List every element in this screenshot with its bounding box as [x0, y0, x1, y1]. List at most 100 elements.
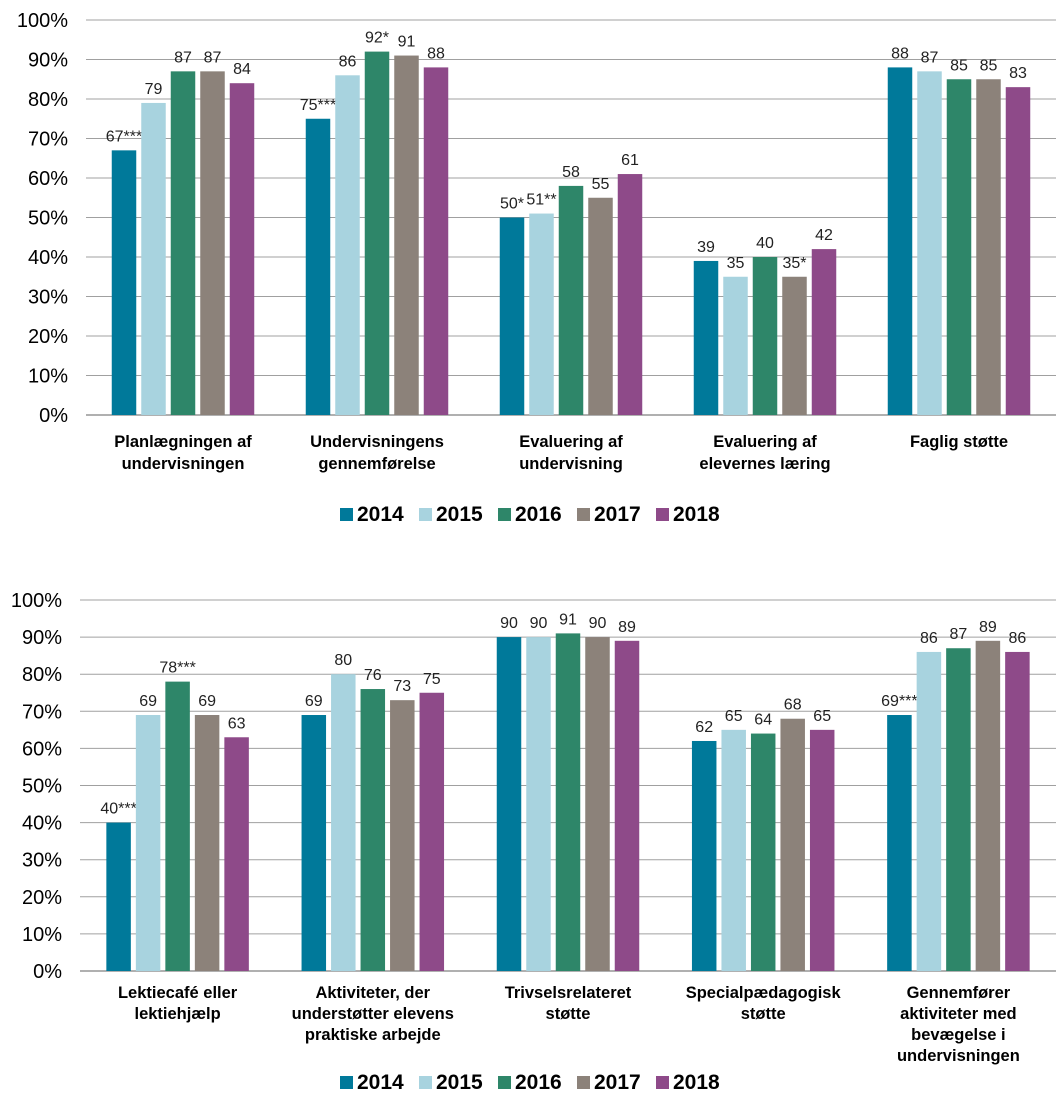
- bar-2017: [782, 276, 807, 415]
- category-label: Planlægningen af undervisningen: [114, 433, 252, 473]
- bar-2018: [224, 737, 249, 971]
- bar-2018: [229, 83, 255, 415]
- bar-chart-bottom: 0% 10% 20% 30% 40% 50% 60% 70% 80% 90% 100% 40*** 69…: [11, 590, 1056, 1094]
- data-label: 55: [592, 176, 610, 193]
- bar-2014: [111, 150, 137, 415]
- bar-2014: [305, 118, 331, 415]
- data-label: 87: [950, 626, 968, 643]
- bar-2014: [106, 822, 131, 971]
- category-label: Trivselsrelateret støtte: [505, 984, 632, 1023]
- data-label: 78***: [159, 660, 195, 677]
- y-tick-label: 40%: [28, 247, 68, 269]
- bar-2018: [811, 249, 837, 415]
- data-label: 40***: [100, 801, 136, 818]
- bar-2015: [331, 674, 356, 971]
- bar-2017: [194, 715, 220, 971]
- bar-2016: [750, 733, 776, 971]
- y-tick-label: 100%: [11, 590, 62, 612]
- bar-2016: [946, 648, 971, 971]
- y-tick-label: 60%: [28, 168, 68, 190]
- y-tick-label: 50%: [22, 776, 62, 798]
- bar-chart-top: 0% 10% 20% 30% 40% 50% 60% 70% 80% 90% 100% 67*** 79…: [17, 10, 1056, 526]
- bar-2015: [916, 651, 942, 971]
- y-tick-label: 20%: [22, 887, 62, 909]
- bar-2017: [588, 197, 613, 415]
- data-label: 85: [980, 57, 998, 74]
- bar-2017: [976, 79, 1001, 415]
- data-label: 90: [589, 615, 607, 632]
- bar-2017: [200, 71, 225, 415]
- y-tick-label: 30%: [28, 287, 68, 309]
- y-tick-label: 60%: [22, 738, 62, 760]
- bar-2016: [555, 633, 581, 971]
- bar-2016: [165, 681, 190, 971]
- data-label: 40: [756, 235, 774, 252]
- bar-2014: [693, 260, 719, 415]
- data-label: 62: [695, 719, 713, 736]
- data-label: 88: [891, 45, 909, 62]
- y-tick-label: 30%: [22, 850, 62, 872]
- legend-swatch: [498, 508, 511, 521]
- legend-swatch: [340, 1076, 353, 1089]
- data-label: 50*: [500, 196, 524, 213]
- bar-2018: [809, 729, 835, 971]
- legend-label: 2018: [673, 503, 720, 526]
- y-tick-label: 10%: [28, 366, 68, 388]
- y-tick-label: 70%: [28, 129, 68, 151]
- y-tick-label: 0%: [33, 961, 62, 983]
- bar-2017: [780, 718, 805, 971]
- legend-label: 2017: [594, 503, 641, 526]
- bar-2018: [423, 67, 449, 416]
- data-label: 79: [145, 81, 163, 98]
- legend: 2014 2015 2016 2017 2018: [340, 1071, 720, 1094]
- legend-swatch: [419, 508, 432, 521]
- y-tick-label: 20%: [28, 326, 68, 348]
- y-tick-label: 40%: [22, 813, 62, 835]
- bar-2015: [526, 637, 551, 971]
- data-label: 69: [139, 693, 157, 710]
- data-label: 39: [697, 239, 715, 256]
- y-tick-label: 80%: [22, 664, 62, 686]
- category-label: Aktiviteter, der understøtter elevens prak…: [292, 984, 454, 1044]
- bar-2016: [364, 51, 390, 415]
- legend-label: 2015: [436, 1071, 483, 1094]
- data-label: 84: [233, 61, 251, 78]
- data-label: 61: [621, 152, 639, 169]
- bar-2018: [1005, 651, 1030, 971]
- data-label: 35: [727, 255, 745, 272]
- data-label: 87: [204, 49, 222, 66]
- bar-2018: [617, 174, 643, 415]
- data-label: 90: [530, 615, 548, 632]
- data-label: 86: [920, 630, 938, 647]
- bar-2015: [529, 213, 554, 415]
- bar-2014: [691, 740, 717, 971]
- data-label: 83: [1009, 65, 1027, 82]
- legend-swatch: [656, 508, 669, 521]
- data-label: 89: [618, 619, 636, 636]
- legend-label: 2015: [436, 503, 483, 526]
- bar-2015: [135, 715, 161, 971]
- y-tick-label: 80%: [28, 89, 68, 111]
- legend: 2014 2015 2016 2017 2018: [340, 503, 720, 526]
- y-tick-label: 90%: [28, 50, 68, 72]
- y-tick-label: 100%: [17, 10, 68, 32]
- bar-2014: [301, 715, 327, 971]
- data-label: 68: [784, 697, 802, 714]
- y-tick-label: 90%: [22, 627, 62, 649]
- data-label: 65: [725, 708, 743, 725]
- bar-2015: [721, 729, 746, 971]
- data-label: 80: [334, 652, 352, 669]
- data-label: 85: [950, 57, 968, 74]
- data-label: 76: [364, 667, 382, 684]
- legend-label: 2016: [515, 1071, 562, 1094]
- data-label: 86: [1009, 630, 1027, 647]
- data-label: 69***: [881, 693, 917, 710]
- data-label: 69: [305, 693, 323, 710]
- data-label: 87: [174, 49, 192, 66]
- data-label: 58: [562, 164, 580, 181]
- bar-2016: [946, 79, 972, 415]
- legend-label: 2014: [357, 503, 404, 526]
- bar-2016: [558, 185, 584, 415]
- legend-swatch: [340, 508, 353, 521]
- y-tick-label: 0%: [39, 405, 68, 427]
